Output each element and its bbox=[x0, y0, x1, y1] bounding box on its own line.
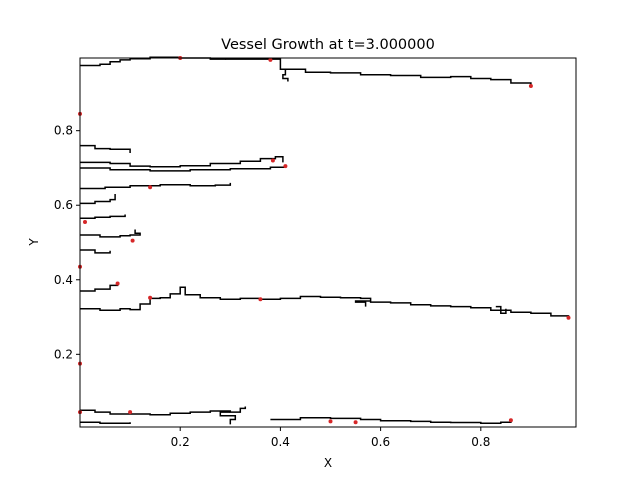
vessel-tip-20 bbox=[328, 419, 333, 424]
y-axis-ticks: 0.2 0.4 0.6 0.8 bbox=[54, 124, 80, 361]
vessel-path-5 bbox=[80, 156, 284, 168]
vessel-tip-9 bbox=[270, 158, 275, 163]
y-tick-label-3: 0.6 bbox=[54, 198, 73, 212]
x-tick-label-4: 0.8 bbox=[471, 435, 490, 449]
vessel-path-9 bbox=[80, 214, 126, 220]
vessel-tip-5 bbox=[115, 281, 120, 286]
vessel-path-8 bbox=[80, 194, 116, 205]
plot-frame bbox=[79, 57, 577, 428]
vessel-tip-15 bbox=[353, 420, 358, 425]
vessel-path-7 bbox=[80, 182, 232, 190]
vessel-tip-8 bbox=[283, 164, 288, 169]
vessel-path-3 bbox=[280, 68, 289, 82]
y-axis-label: Y bbox=[27, 238, 41, 247]
vessel-tip-17 bbox=[268, 57, 273, 62]
y-tick-label-2: 0.4 bbox=[54, 273, 73, 287]
vessel-path-14 bbox=[354, 300, 371, 307]
x-tick-label-2: 0.4 bbox=[271, 435, 290, 449]
vessel-tip-markers bbox=[78, 56, 571, 425]
vessel-series bbox=[80, 56, 570, 425]
plot-area bbox=[80, 58, 576, 427]
vessel-path-16 bbox=[80, 406, 247, 416]
vessel-tip-19 bbox=[83, 220, 87, 224]
vessel-tip-14 bbox=[128, 410, 133, 415]
vessel-path-10 bbox=[80, 229, 141, 238]
vessel-tip-6 bbox=[130, 238, 135, 243]
vessel-path-13 bbox=[80, 286, 570, 318]
x-tick-label-3: 0.6 bbox=[371, 435, 390, 449]
vessel-tip-2 bbox=[566, 315, 571, 320]
vessel-tip-3 bbox=[258, 297, 263, 302]
vessel-path-17 bbox=[219, 411, 237, 425]
vessel-path-2 bbox=[225, 58, 532, 86]
x-axis-ticks: 0.2 0.4 0.6 0.8 bbox=[171, 427, 490, 449]
vessel-path-19 bbox=[80, 421, 131, 425]
y-tick-label-1: 0.2 bbox=[54, 347, 73, 361]
vessel-path-6 bbox=[80, 166, 287, 172]
y-tick-label-4: 0.8 bbox=[54, 124, 73, 138]
vessel-tip-1 bbox=[528, 84, 533, 88]
vessel-tip-16 bbox=[508, 418, 513, 423]
vessel-path-18 bbox=[270, 416, 512, 425]
x-tick-label-1: 0.2 bbox=[171, 435, 190, 449]
vessel-path-15 bbox=[495, 305, 507, 315]
vessel-tip-4 bbox=[148, 295, 153, 300]
vessel-path-11 bbox=[80, 249, 111, 254]
x-axis-label: X bbox=[324, 456, 332, 470]
vessel-tip-7 bbox=[148, 185, 153, 190]
vessel-path-4 bbox=[80, 144, 131, 153]
chart-title: Vessel Growth at t=3.000000 bbox=[221, 37, 435, 53]
